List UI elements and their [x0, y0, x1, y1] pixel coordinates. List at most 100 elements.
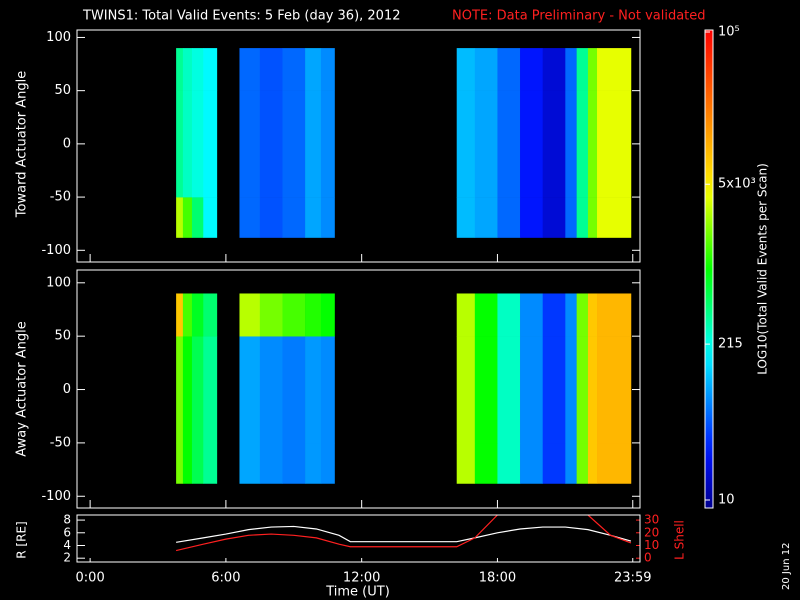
y-tick-label: 100 [46, 30, 71, 45]
heat-cell [587, 197, 598, 238]
y-tick-label: 0 [63, 382, 71, 397]
y2-tick-label: 20 [644, 525, 659, 539]
heat-cell [191, 197, 204, 238]
y-tick-label: 50 [54, 83, 71, 98]
heat-cell [203, 90, 218, 198]
heat-cell [182, 442, 193, 484]
colorbar-tick-label: 5x10³ [718, 177, 756, 192]
heat-cell [305, 90, 322, 198]
heat-cell [456, 197, 476, 238]
heat-cell [320, 197, 335, 238]
heat-cell [282, 197, 306, 238]
heat-cell [456, 48, 476, 91]
heat-cell [497, 90, 521, 198]
colorbar-tick-label: 10⁵ [718, 25, 740, 40]
heat-cell [182, 293, 193, 337]
y-tick-label: 4 [63, 538, 71, 552]
series-line [587, 515, 632, 544]
heat-cell [597, 293, 632, 337]
heat-cell [576, 442, 589, 484]
heat-cell [203, 293, 218, 337]
heat-cell [597, 48, 632, 91]
heat-cell [542, 48, 566, 91]
heat-cell [565, 293, 577, 337]
heat-cell [497, 336, 521, 444]
heat-cell [474, 442, 498, 484]
colorbar-tick-label: 215 [718, 337, 743, 352]
heat-cell [497, 48, 521, 91]
axes-frame [76, 514, 641, 563]
heat-cell [456, 442, 476, 484]
heat-cell [497, 293, 521, 337]
x-tick-label: 12:00 [343, 571, 380, 586]
heat-cell [587, 293, 598, 337]
heat-cell [576, 48, 589, 91]
heat-cell [565, 48, 577, 91]
heat-cell [576, 90, 589, 198]
heat-cell [520, 442, 543, 484]
colorbar-tick-label: 10 [718, 493, 735, 508]
x-axis-label: Time (UT) [325, 585, 390, 600]
heat-cell [259, 442, 283, 484]
y-tick-label: -50 [50, 190, 71, 205]
heat-cell [239, 442, 261, 484]
heat-cell [259, 197, 283, 238]
heat-cell [542, 293, 566, 337]
heat-cell [542, 336, 566, 444]
heat-cell [203, 197, 218, 238]
plot-area [175, 515, 632, 552]
heat-cell [474, 48, 498, 91]
heat-cell [456, 90, 476, 198]
heat-cell [542, 197, 566, 238]
heat-cell [239, 90, 261, 198]
heat-cell [305, 336, 322, 444]
heat-cell [305, 197, 322, 238]
heat-cell [182, 48, 193, 91]
y-tick-label: -100 [41, 243, 71, 258]
x-tick-label: 18:00 [479, 571, 516, 586]
heat-cell [182, 336, 193, 444]
heat-cell [203, 336, 218, 444]
heat-cell [282, 293, 306, 337]
heat-cell [259, 293, 283, 337]
heat-cell [576, 293, 589, 337]
y-tick-label: 6 [63, 525, 71, 539]
heat-cell [565, 336, 577, 444]
colorbar-label: LOG10(Total Valid Events per Scan) [756, 163, 770, 375]
heat-cell [282, 90, 306, 198]
heat-cell [474, 293, 498, 337]
heat-cell [191, 293, 204, 337]
y-tick-label: 8 [63, 513, 71, 527]
heat-cell [456, 293, 476, 337]
heat-cell [259, 48, 283, 91]
heat-cell [191, 48, 204, 91]
y2-axis-label: L Shell [673, 520, 687, 560]
heat-cell [239, 48, 261, 91]
heat-cell [182, 197, 193, 238]
heat-cell [259, 336, 283, 444]
heat-cell [182, 90, 193, 198]
heat-cell [191, 442, 204, 484]
heat-cell [474, 90, 498, 198]
heat-cell [176, 293, 184, 337]
heat-cell [191, 336, 204, 444]
heat-cell [305, 442, 322, 484]
note: NOTE: Data Preliminary - Not validated [452, 9, 706, 24]
heat-cell [520, 293, 543, 337]
heat-cell [203, 442, 218, 484]
heat-cell [305, 293, 322, 337]
heat-cell [282, 336, 306, 444]
heat-cell [320, 336, 335, 444]
heat-cell [282, 442, 306, 484]
heat-cell [542, 442, 566, 484]
heat-cell [239, 197, 261, 238]
y-tick-label: 2 [63, 551, 71, 565]
heat-cell [597, 90, 632, 198]
heat-cell [320, 90, 335, 198]
heat-cell [320, 293, 335, 337]
axes-frame [76, 269, 641, 509]
y2-tick-label: 30 [644, 513, 659, 527]
heat-cell [203, 48, 218, 91]
